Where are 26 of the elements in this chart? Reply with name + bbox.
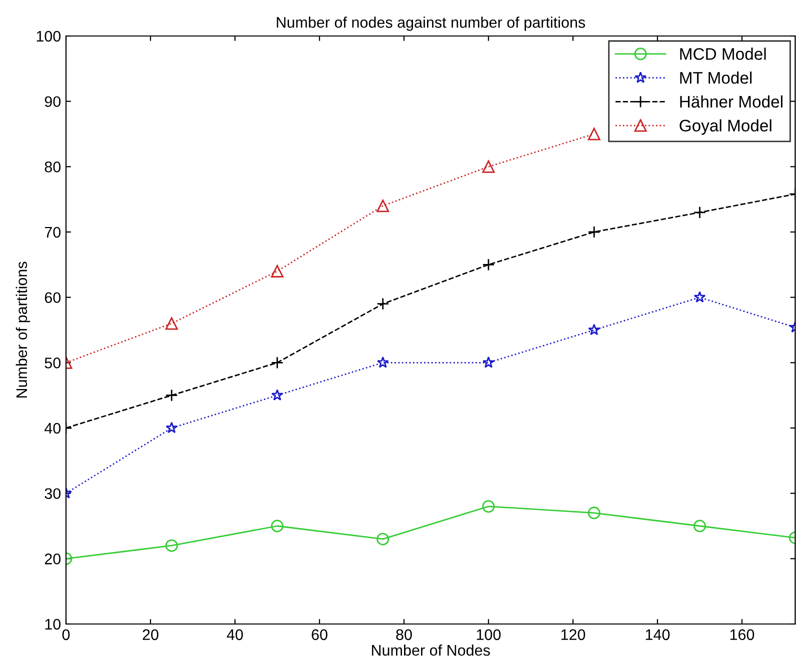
x-tick-label: 160 bbox=[730, 629, 754, 640]
y-tick-label: 10 bbox=[45, 618, 61, 630]
x-tick-label: 80 bbox=[396, 629, 412, 640]
y-tick-label: 20 bbox=[44, 554, 61, 564]
y-tick-label: 60 bbox=[44, 292, 61, 304]
x-tick-label: 40 bbox=[226, 629, 243, 640]
legend-label: Hähner Model bbox=[680, 95, 782, 108]
chart-title: Number of nodes against number of partitions bbox=[276, 16, 586, 31]
legend-label: MCD Model bbox=[680, 48, 766, 60]
y-tick-label: 30 bbox=[44, 488, 61, 500]
y-axis-title: Number of partitions bbox=[16, 262, 30, 398]
x-tick-label: 60 bbox=[312, 629, 328, 640]
y-tick-label: 80 bbox=[44, 162, 61, 172]
y-tick-label: 40 bbox=[44, 422, 61, 434]
x-tick-label: 100 bbox=[476, 629, 501, 640]
x-tick-label: 140 bbox=[646, 629, 670, 640]
y-tick-label: 100 bbox=[36, 30, 61, 42]
y-tick-label: 90 bbox=[44, 96, 61, 108]
y-tick-label: 50 bbox=[44, 358, 61, 368]
x-axis-title: Number of Nodes bbox=[372, 644, 490, 656]
x-tick-label: 0 bbox=[62, 629, 70, 640]
x-tick-label: 20 bbox=[142, 629, 158, 640]
x-tick-label: 120 bbox=[561, 629, 586, 640]
legend-label: MT Model bbox=[680, 72, 752, 84]
y-tick-label: 70 bbox=[44, 226, 61, 238]
legend-label: Goyal Model bbox=[680, 119, 772, 135]
